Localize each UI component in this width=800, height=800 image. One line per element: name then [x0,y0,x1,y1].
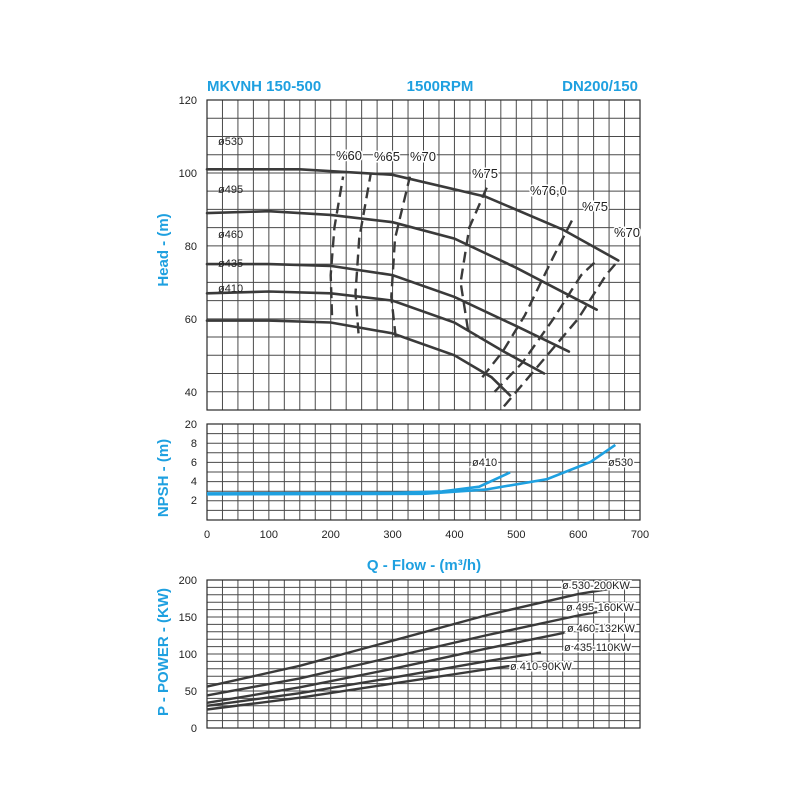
efficiency-curve [493,259,598,393]
npsh-tick-label: 2 [191,495,197,507]
power-curve [206,631,567,704]
head-curve [205,319,512,397]
power-frame [206,579,641,729]
head-diameter-label: ø530 [218,136,243,148]
head-diameter-label: ø460 [218,229,243,241]
flow-tick-label: 600 [569,529,587,541]
power-curve [206,663,517,711]
head-tick-label: 60 [185,314,197,326]
power-curve [206,586,619,688]
power-tick-label: 0 [191,723,197,735]
efficiency-curve [329,176,345,316]
head-curve [205,168,620,262]
power-panel: 0 50 100 150 200 ø 530-200KW ø 495-160KW ø 460-… [179,575,641,735]
power-curve [206,609,604,697]
power-curve-label: ø 460-132KW [567,623,635,635]
head-tick-label: 100 [179,168,197,180]
npsh-label: ø410 [472,457,497,469]
npsh-tick-label: 6 [191,457,197,469]
head-axis-label: Head - (m) [155,213,172,286]
npsh-tick-label: 20 [185,419,197,431]
power-curve-label: ø 530-200KW [562,580,630,592]
power-curve-label: ø 435-110KW [564,642,632,654]
flow-tick-label: 300 [383,529,401,541]
power-axis-label: P - POWER - (KW) [155,588,172,716]
efficiency-label: %75 [472,166,498,181]
flow-axis-label: Q - Flow - (m³/h) [367,557,481,574]
head-diameter-label: ø435 [218,258,243,270]
head-curve [205,262,571,353]
npsh-axis-label: NPSH - (m) [155,439,172,517]
efficiency-label: %75 [582,199,608,214]
power-tick-label: 100 [179,649,197,661]
efficiency-label: %70 [410,149,436,164]
power-curve-label: ø 495-160KW [566,602,634,614]
efficiency-label: %70 [614,225,640,240]
npsh-frame [206,423,641,521]
model-title: MKVNH 150-500 [207,78,321,95]
power-tick-label: 200 [179,575,197,587]
npsh-tick-label: 4 [191,476,197,488]
head-panel: 40 60 80 100 120 ø530 ø495 ø460 ø435 ø410 %60 %65 %7… [179,95,642,411]
power-curve-label: ø 410-90KW [510,661,572,673]
head-tick-label: 120 [179,95,197,107]
speed-title: 1500RPM [407,78,474,95]
npsh-label: ø530 [608,457,633,469]
flow-tick-label: 500 [507,529,525,541]
flow-tick-label: 200 [322,529,340,541]
head-frame [206,99,641,411]
efficiency-curve [390,176,412,338]
power-tick-label: 50 [185,686,197,698]
efficiency-label: %60 [336,148,362,163]
head-tick-label: 80 [185,241,197,253]
head-diameter-label: ø495 [218,184,243,196]
flow-tick-label: 700 [631,529,649,541]
efficiency-label: %65 [374,149,400,164]
flow-tick-label: 0 [204,529,210,541]
efficiency-curve [502,259,620,408]
dn-title: DN200/150 [562,78,638,95]
head-diameter-label: ø410 [218,283,243,295]
npsh-curve [206,443,617,496]
flow-tick-label: 100 [260,529,278,541]
efficiency-curve [354,172,373,334]
efficiency-curve [481,219,574,378]
head-tick-label: 40 [185,387,197,399]
head-curve [205,209,598,311]
npsh-tick-label: 8 [191,438,197,450]
power-curve [206,651,542,707]
power-tick-label: 150 [179,612,197,624]
efficiency-curve [459,183,490,330]
flow-tick-label: 400 [445,529,463,541]
efficiency-label: %76,0 [530,183,567,198]
